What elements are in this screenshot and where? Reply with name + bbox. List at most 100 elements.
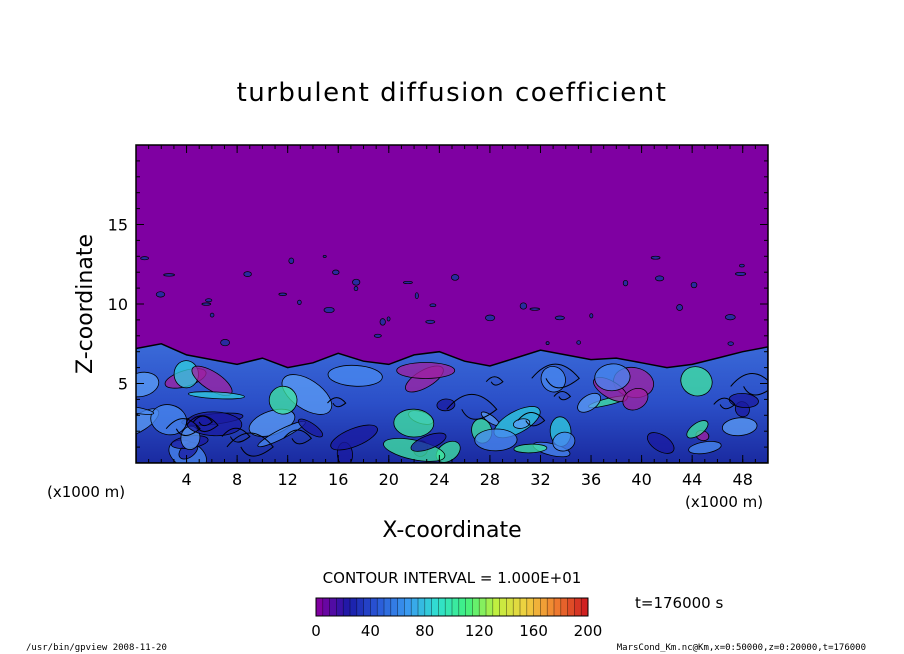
contour-cell	[735, 271, 747, 276]
colorbar-segment	[581, 598, 589, 616]
contour-blob	[187, 391, 245, 400]
contour-line	[327, 397, 347, 408]
contour-line	[553, 391, 572, 401]
colorbar-segment	[329, 598, 337, 616]
colorbar-frame	[315, 597, 589, 617]
colorbar-segment	[465, 598, 473, 616]
colorbar-segment	[411, 598, 419, 616]
colorbar-segment	[479, 598, 487, 616]
colorbar-segment	[322, 598, 331, 616]
contour-cell	[297, 299, 302, 305]
contour-cell	[243, 271, 252, 277]
x-axis: 4 8 12 16 20 24 28 32 36 40 44 48	[148, 145, 756, 489]
footer-right: MarsCond_Km.nc@Km,x=0:50000,z=0:20000,t=…	[617, 643, 866, 653]
contour-cell	[332, 269, 340, 275]
contour-blob	[594, 363, 631, 392]
colorbar-segment	[397, 598, 405, 616]
contour-blob	[513, 443, 548, 454]
contour-blob	[281, 374, 333, 415]
colorbar-tick-label: 160	[519, 622, 548, 640]
turbulent-layer	[136, 254, 768, 463]
colorbar-segment	[533, 598, 541, 616]
x-axis-label: X-coordinate	[382, 518, 521, 543]
contour-blob	[410, 432, 447, 452]
contour-line	[226, 432, 274, 457]
colorbar-segment	[540, 598, 548, 616]
colorbar-segment	[567, 598, 575, 616]
y-axis: 5 10 15	[108, 160, 768, 448]
colorbar-segment	[547, 598, 555, 616]
colorbar-segment	[370, 598, 378, 616]
contour-cell	[545, 341, 550, 345]
x-tick-label: 16	[328, 470, 348, 489]
contour-interval: CONTOUR INTERVAL = 1.000E+01	[323, 569, 582, 587]
contour-line	[531, 363, 580, 389]
colorbar-segment	[554, 598, 562, 616]
contour-cell	[739, 263, 745, 268]
y-axis-label: Z-coordinate	[73, 234, 98, 374]
contour-blob	[186, 411, 243, 437]
contour-cell	[155, 291, 166, 298]
x-tick-label: 20	[379, 470, 399, 489]
contour-cell	[386, 316, 391, 322]
contour-cell	[220, 339, 230, 347]
contour-line	[221, 427, 251, 443]
contour-cell	[676, 304, 683, 311]
colorbar-segment	[350, 598, 358, 616]
contour-line	[446, 394, 498, 420]
plot-area	[136, 145, 768, 463]
contour-cell	[724, 314, 736, 321]
contour-cell	[655, 275, 665, 282]
contour-cell	[163, 273, 175, 277]
contour-blob	[393, 408, 435, 438]
contour-blob	[327, 364, 383, 387]
contour-blob	[474, 428, 518, 452]
x-tick-label: 8	[232, 470, 242, 489]
contour-cell	[201, 302, 212, 306]
colorbar-segment	[506, 598, 514, 616]
contour-line	[165, 418, 201, 436]
contour-line	[730, 372, 768, 396]
colorbar-tick-label: 200	[574, 622, 603, 640]
contour-line	[713, 397, 736, 410]
y-tick-label: 10	[108, 295, 128, 314]
colorbar-segment	[316, 598, 324, 616]
x-tick-label: 48	[733, 470, 753, 489]
colorbar-segment	[431, 598, 439, 616]
contour-blob	[396, 362, 456, 379]
contour-cell	[485, 314, 496, 322]
y-axis-unit: (x1000 m)	[47, 483, 125, 501]
x-tick-label: 4	[181, 470, 191, 489]
x-axis-unit: (x1000 m)	[685, 493, 763, 511]
contour-cell	[450, 274, 460, 281]
contour-cell	[209, 312, 215, 318]
colorbar-segment	[445, 598, 453, 616]
contour-cell	[589, 313, 594, 319]
contour-cell	[622, 279, 629, 287]
contour-blob	[297, 418, 324, 438]
colorbar-segment	[363, 598, 371, 616]
contour-cell	[650, 255, 661, 260]
colorbar-segment	[343, 598, 351, 616]
colorbar-segment	[513, 598, 521, 616]
colorbar-segment	[424, 598, 433, 616]
colorbar-tick-label: 120	[465, 622, 494, 640]
x-tick-label: 28	[480, 470, 500, 489]
contour-cell	[373, 333, 382, 338]
colorbar-segment	[438, 598, 446, 616]
contour-blob	[688, 441, 722, 455]
colorbar-segment	[560, 598, 569, 616]
y-tick-label: 5	[118, 375, 128, 394]
x-tick-label: 32	[530, 470, 550, 489]
contour-line	[193, 415, 214, 427]
contour-cell	[353, 286, 359, 292]
colorbar-segment	[526, 598, 535, 616]
colorbar-segment	[520, 598, 528, 616]
contour-cell	[379, 318, 386, 326]
chart-title: turbulent diffusion coefficient	[237, 78, 668, 108]
contour-cell	[727, 341, 734, 346]
footer-left: /usr/bin/gpview 2008-11-20	[26, 643, 167, 653]
contour-blob	[686, 420, 709, 439]
contour-cell	[576, 340, 582, 345]
